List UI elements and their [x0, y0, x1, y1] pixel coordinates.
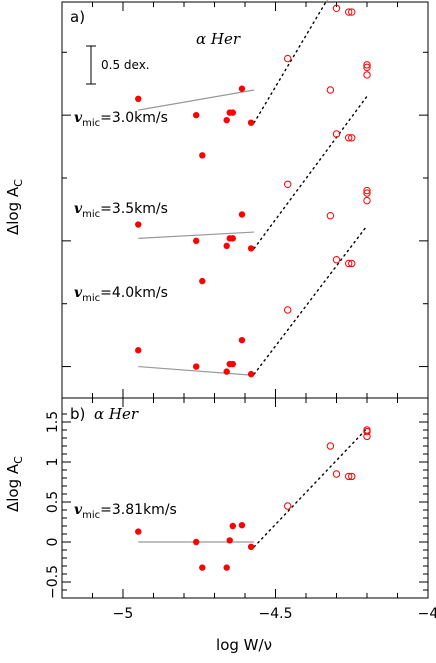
filled-point — [229, 522, 236, 530]
trend-line — [253, 0, 328, 124]
open-point — [284, 180, 292, 188]
trend-line — [253, 95, 368, 250]
open-point — [348, 472, 356, 481]
y-tick-label: 0.5 — [45, 491, 61, 513]
open-point — [363, 189, 371, 197]
fit-line — [138, 365, 255, 376]
group-label-3: vmic=4.0km/s — [74, 285, 168, 304]
panel-b-frame — [61, 397, 429, 599]
filled-point — [229, 360, 236, 368]
open-point — [348, 134, 356, 142]
filled-point — [247, 370, 255, 378]
open-point — [332, 470, 341, 478]
panel-b-group-label: vmic=3.81km/s — [74, 502, 177, 521]
y-tick-label: 1 — [45, 458, 61, 467]
open-point — [284, 502, 292, 510]
open-point — [363, 71, 371, 79]
filled-point — [193, 363, 200, 370]
open-point — [332, 4, 341, 12]
open-point — [332, 130, 341, 138]
open-point — [326, 212, 335, 220]
filled-point — [193, 237, 200, 245]
filled-point — [229, 109, 236, 116]
filled-point — [199, 564, 206, 571]
open-point — [345, 259, 353, 268]
trend-line — [253, 225, 368, 375]
open-point — [345, 134, 353, 142]
filled-point — [223, 564, 230, 571]
x-tick-label: −4.5 — [259, 606, 293, 622]
open-point — [363, 427, 371, 436]
open-point — [363, 61, 371, 69]
trend-line — [253, 427, 368, 548]
panel-a-label: a) — [70, 8, 85, 26]
open-point — [284, 306, 292, 314]
fit-line — [138, 89, 255, 111]
filled-point — [247, 119, 255, 126]
filled-point — [199, 152, 206, 159]
panel-a-marks — [135, 0, 371, 378]
group-label-2: vmic=3.5km/s — [74, 201, 168, 220]
open-point — [345, 8, 353, 16]
panel-a-axes — [61, 2, 428, 398]
panel-a-ylabel: Δlog AC — [4, 179, 25, 235]
filled-point — [247, 245, 255, 252]
filled-point — [229, 235, 236, 242]
y-tick-label: −0.5 — [45, 565, 61, 599]
open-point — [348, 8, 356, 16]
open-point — [332, 256, 341, 264]
filled-point — [193, 538, 200, 546]
x-axis-label: log W/ν — [216, 636, 272, 654]
filled-point — [223, 242, 230, 250]
filled-point — [135, 347, 142, 354]
panel-b-axes: −0.5 0 0.5 1 1.5 −5 −4.5 −4 — [45, 398, 436, 622]
open-point — [363, 186, 371, 195]
x-tick-label: −4 — [418, 606, 436, 622]
open-point — [326, 442, 335, 450]
filled-point — [199, 277, 206, 285]
filled-point — [193, 111, 200, 119]
y-tick-label: 1.5 — [45, 411, 61, 433]
panel-a-title: α Her — [196, 30, 241, 48]
open-point — [326, 86, 335, 94]
panel-b-title: α Her — [94, 405, 139, 423]
filled-point — [238, 85, 246, 92]
open-point — [284, 54, 292, 63]
filled-point — [223, 368, 230, 375]
fit-line — [138, 231, 255, 239]
open-point — [363, 196, 371, 205]
filled-point — [238, 211, 246, 218]
scale-bar-label: 0.5 dex. — [101, 58, 150, 72]
filled-point — [226, 537, 233, 544]
panel-b-ylabel: Δlog AC — [4, 456, 25, 512]
filled-point — [135, 95, 142, 103]
filled-point — [135, 221, 142, 228]
filled-point — [223, 116, 230, 124]
open-point — [345, 472, 353, 481]
filled-point — [238, 336, 246, 344]
open-point — [348, 259, 356, 268]
scale-bar — [86, 45, 96, 85]
filled-point — [238, 522, 246, 529]
y-tick-label: 0 — [45, 538, 61, 547]
panel-b-marks — [135, 426, 371, 571]
filled-point — [247, 543, 255, 550]
filled-point — [135, 528, 142, 535]
open-point — [363, 63, 371, 72]
panel-b-label: b) — [70, 405, 85, 423]
x-tick-label: −5 — [113, 606, 134, 622]
group-label-1: vmic=3.0km/s — [74, 110, 168, 129]
